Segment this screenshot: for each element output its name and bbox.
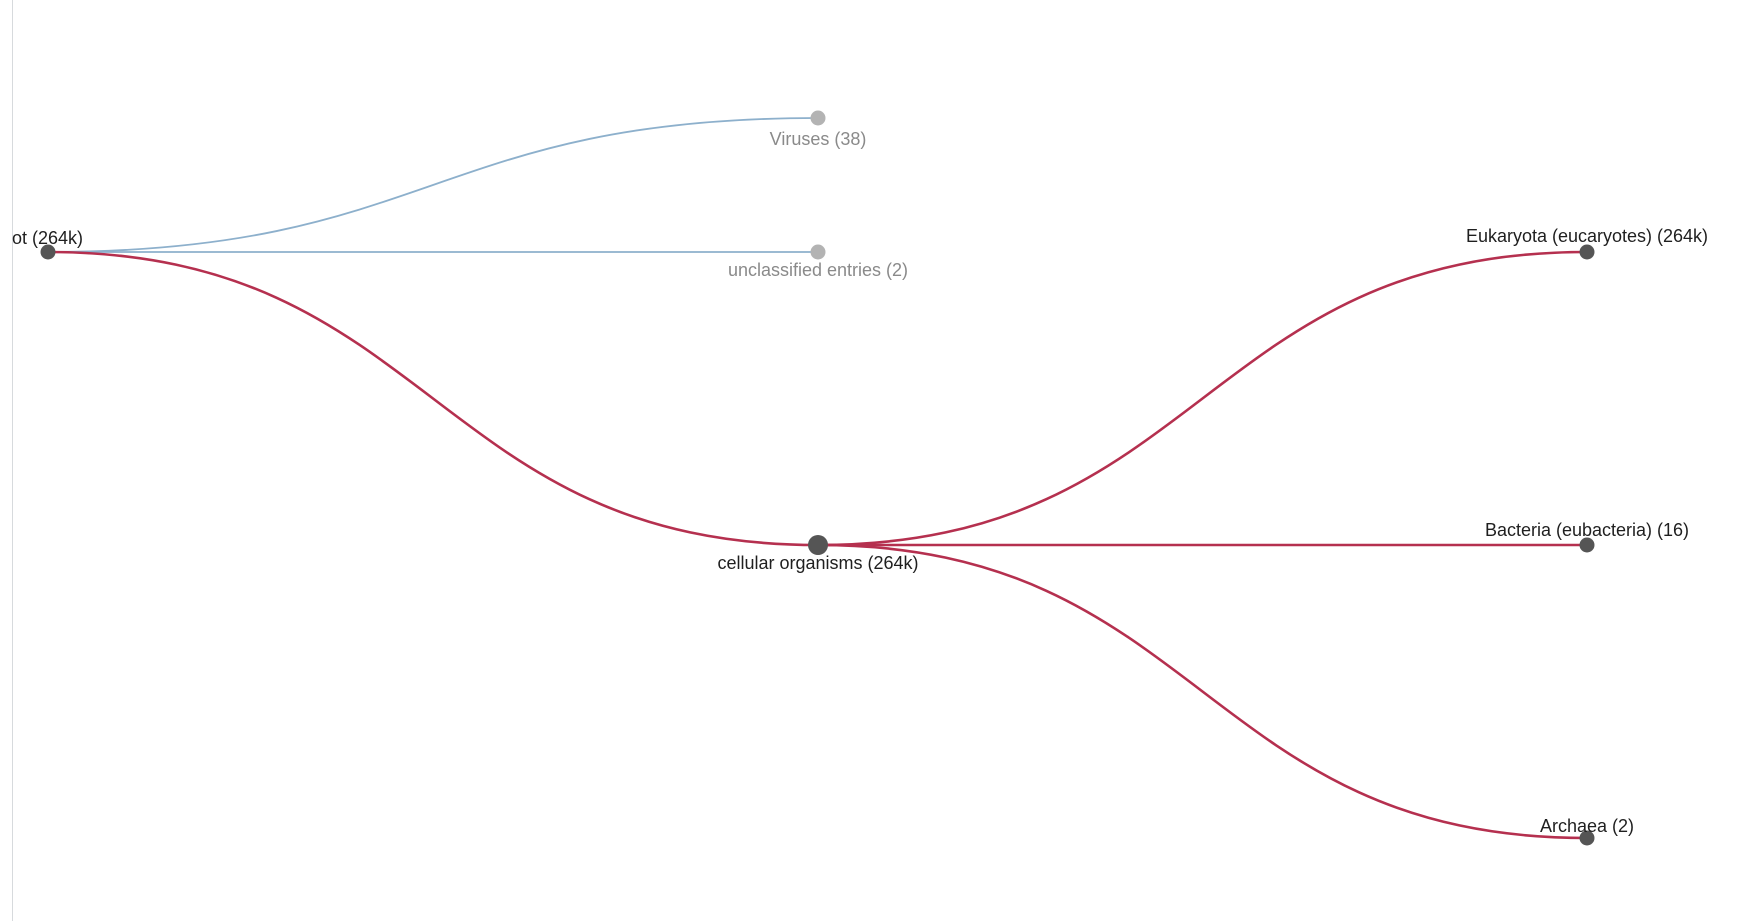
tree-node-bacteria[interactable]: Bacteria (eubacteria) (16)	[1485, 520, 1689, 553]
left-divider	[12, 0, 13, 921]
node-dot-eukaryota[interactable]	[1579, 244, 1595, 260]
node-label-unclassified[interactable]: unclassified entries (2)	[728, 260, 908, 280]
tree-node-cellular[interactable]: cellular organisms (264k)	[717, 535, 919, 573]
node-label-root[interactable]: ot (264k)	[12, 228, 83, 248]
node-label-archaea[interactable]: Archaea (2)	[1540, 816, 1634, 836]
tree-node-eukaryota[interactable]: Eukaryota (eucaryotes) (264k)	[1466, 226, 1708, 260]
link-cellular-to-archaea	[817, 543, 1588, 840]
node-dot-root[interactable]	[40, 244, 56, 260]
link-cellular-to-eukaryota	[817, 250, 1588, 547]
node-label-viruses[interactable]: Viruses (38)	[770, 129, 867, 149]
tree-node-archaea[interactable]: Archaea (2)	[1540, 816, 1634, 846]
node-label-cellular[interactable]: cellular organisms (264k)	[717, 553, 918, 573]
tree-node-root[interactable]: ot (264k)	[12, 228, 83, 260]
node-dot-viruses[interactable]	[810, 110, 826, 126]
link-root-to-viruses	[47, 117, 819, 253]
node-dot-unclassified[interactable]	[810, 244, 826, 260]
tree-node-unclassified[interactable]: unclassified entries (2)	[728, 244, 908, 281]
tree-links	[47, 117, 1588, 840]
node-label-eukaryota[interactable]: Eukaryota (eucaryotes) (264k)	[1466, 226, 1708, 246]
node-label-bacteria[interactable]: Bacteria (eubacteria) (16)	[1485, 520, 1689, 540]
node-dot-cellular[interactable]	[808, 535, 828, 555]
node-dot-archaea[interactable]	[1579, 830, 1595, 846]
node-dot-bacteria[interactable]	[1579, 537, 1595, 553]
tree-nodes: ot (264k) Viruses (38) unclassified entrie…	[12, 110, 1708, 846]
link-root-to-cellular	[47, 250, 819, 547]
tree-node-viruses[interactable]: Viruses (38)	[770, 110, 867, 150]
